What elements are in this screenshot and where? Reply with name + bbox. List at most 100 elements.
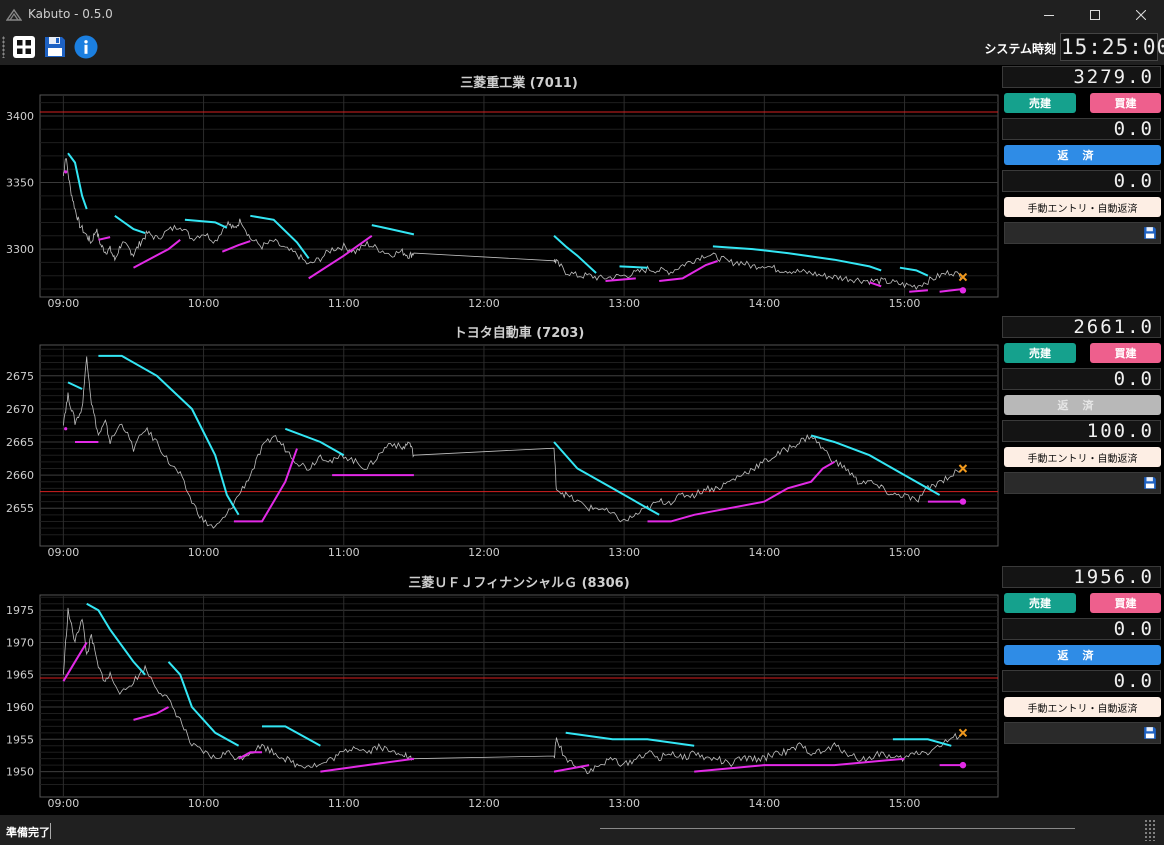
band_upper-segment <box>284 427 345 457</box>
y-tick-label: 2665 <box>6 436 34 449</box>
y-tick-label: 1965 <box>6 669 34 682</box>
band_lower-segment <box>133 239 181 269</box>
status-text: 準備完了 <box>6 826 50 839</box>
quantity-display: 0.0 <box>1002 670 1161 692</box>
band_lower-segment <box>694 757 905 773</box>
stop-level-dot-marker <box>959 287 967 294</box>
plot-area <box>39 594 999 798</box>
chart-1: トヨタ自動車 (7203) 2655 2660 2665 2670 2675 09:00 10… <box>6 325 999 559</box>
price-line <box>63 158 964 291</box>
floppy-icon[interactable] <box>1143 726 1157 740</box>
info-button[interactable] <box>74 35 98 59</box>
grid-layout-icon <box>13 36 35 58</box>
stop-level-dot-marker <box>959 761 967 769</box>
y-tick-label: 3300 <box>6 243 34 256</box>
band_lower-segment <box>647 461 835 523</box>
buy-button[interactable]: 買建 <box>1090 593 1161 613</box>
sell-button[interactable]: 売建 <box>1004 343 1076 363</box>
info-icon <box>74 35 98 59</box>
manual-entry-auto-repay-button[interactable]: 手動エントリ・自動返済 <box>1004 697 1161 717</box>
band_lower-segment <box>62 641 88 682</box>
last-price-x-marker <box>958 728 968 738</box>
x-tick-label: 09:00 <box>48 797 80 810</box>
band_lower-segment <box>909 289 928 293</box>
y-tick-label: 2670 <box>6 403 34 416</box>
band_lower-segment <box>308 234 373 280</box>
band_lower-segment <box>133 706 169 721</box>
band_upper-segment <box>86 602 146 676</box>
sell-button[interactable]: 売建 <box>1004 593 1076 613</box>
close-button[interactable] <box>1118 0 1164 30</box>
buy-button[interactable]: 買建 <box>1090 93 1161 113</box>
price-line <box>63 607 964 775</box>
band_lower-segment <box>98 236 111 241</box>
manual-entry-auto-repay-button[interactable]: 手動エントリ・自動返済 <box>1004 197 1161 217</box>
floppy-icon[interactable] <box>1143 476 1157 490</box>
band_upper-segment <box>67 381 83 390</box>
floppy-icon[interactable] <box>1143 226 1157 240</box>
price-line <box>63 356 964 529</box>
band_lower-segment <box>320 757 415 773</box>
x-tick-label: 10:00 <box>188 797 220 810</box>
x-tick-label: 13:00 <box>608 546 640 559</box>
price-display: 2661.0 <box>1002 316 1161 338</box>
charts-canvas: 三菱重工業 (7011) 3300 3350 3400 09:00 10:00 11:00 1… <box>6 75 999 810</box>
close-icon <box>1136 10 1146 20</box>
floppy-icon <box>45 37 65 57</box>
save-button[interactable] <box>43 35 67 59</box>
progress-track <box>600 828 1075 829</box>
y-tick-label: 1970 <box>6 636 34 649</box>
band_upper-segment <box>371 224 415 236</box>
position-display: 0.0 <box>1002 118 1161 140</box>
chart-title: トヨタ自動車 (7203) <box>454 325 585 341</box>
manual-entry-auto-repay-button[interactable]: 手動エントリ・自動返済 <box>1004 447 1161 467</box>
plot-area <box>39 344 999 547</box>
y-tick-label: 2660 <box>6 469 34 482</box>
x-tick-label: 12:00 <box>468 546 500 559</box>
buy-button[interactable]: 買建 <box>1090 343 1161 363</box>
system-time-display: 15:25:00 <box>1060 33 1164 61</box>
panel-save-bar <box>1004 472 1161 494</box>
y-tick-label: 1960 <box>6 701 34 714</box>
layout-button[interactable] <box>12 35 36 59</box>
status-separator <box>50 823 51 839</box>
band_upper-segment <box>810 434 941 496</box>
minimize-icon <box>1044 15 1054 16</box>
y-tick-label: 2655 <box>6 502 34 515</box>
y-tick-label: 1950 <box>6 766 34 779</box>
band_lower-segment <box>238 751 262 760</box>
x-tick-label: 11:00 <box>328 297 360 310</box>
maximize-button[interactable] <box>1072 0 1118 30</box>
band_lower-segment <box>605 277 636 282</box>
charts-area: 三菱重工業 (7011) 3300 3350 3400 09:00 10:00 11:00 1… <box>0 65 999 815</box>
x-tick-label: 10:00 <box>188 546 220 559</box>
toolbar-grip[interactable] <box>2 36 5 58</box>
last-price-x-marker <box>958 464 968 473</box>
x-tick-label: 15:00 <box>889 546 921 559</box>
x-tick-label: 15:00 <box>889 297 921 310</box>
x-tick-label: 13:00 <box>608 297 640 310</box>
repay-button[interactable]: 返済 <box>1004 645 1161 665</box>
band_lower-segment <box>659 260 718 282</box>
x-tick-label: 09:00 <box>48 546 80 559</box>
y-tick-label: 1955 <box>6 733 34 746</box>
y-tick-label: 2675 <box>6 370 34 383</box>
minimize-button[interactable] <box>1026 0 1072 30</box>
band_upper-segment <box>167 661 240 747</box>
panel-save-bar <box>1004 722 1161 744</box>
resize-grip[interactable] <box>1144 819 1156 841</box>
quantity-display: 100.0 <box>1002 420 1161 442</box>
x-tick-label: 13:00 <box>608 797 640 810</box>
repay-button[interactable]: 返済 <box>1004 145 1161 165</box>
x-tick-label: 12:00 <box>468 797 500 810</box>
chart-2: 三菱ＵＦＪフィナンシャルＧ (8306) 1950 1955 1960 1965 1970… <box>6 575 999 810</box>
band_upper-segment <box>98 354 240 516</box>
price-display: 3279.0 <box>1002 66 1161 88</box>
x-tick-label: 10:00 <box>188 297 220 310</box>
band_lower-point <box>64 427 68 431</box>
sell-button[interactable]: 売建 <box>1004 93 1076 113</box>
status-bar: 準備完了 <box>0 815 1164 845</box>
band_lower-segment <box>869 281 882 288</box>
title-bar: Kabuto - 0.5.0 <box>0 0 1164 30</box>
chart-title: 三菱ＵＦＪフィナンシャルＧ (8306) <box>408 575 629 591</box>
